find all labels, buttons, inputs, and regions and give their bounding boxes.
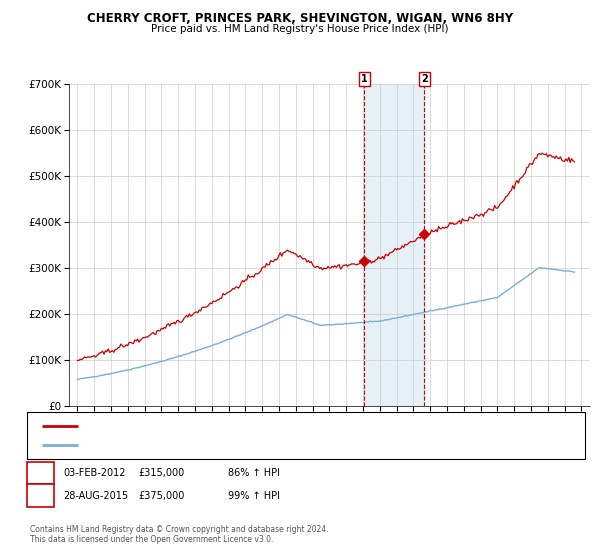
Text: CHERRY CROFT, PRINCES PARK, SHEVINGTON, WIGAN, WN6 8HY (detached house): CHERRY CROFT, PRINCES PARK, SHEVINGTON, … [84, 422, 431, 431]
Text: 86% ↑ HPI: 86% ↑ HPI [228, 468, 280, 478]
Text: 99% ↑ HPI: 99% ↑ HPI [228, 491, 280, 501]
Text: £375,000: £375,000 [138, 491, 184, 501]
Text: 2: 2 [421, 74, 428, 84]
Text: 03-FEB-2012: 03-FEB-2012 [63, 468, 125, 478]
Text: 2: 2 [37, 491, 44, 501]
Text: Price paid vs. HM Land Registry's House Price Index (HPI): Price paid vs. HM Land Registry's House … [151, 24, 449, 34]
Text: This data is licensed under the Open Government Licence v3.0.: This data is licensed under the Open Gov… [30, 535, 274, 544]
Text: CHERRY CROFT, PRINCES PARK, SHEVINGTON, WIGAN, WN6 8HY: CHERRY CROFT, PRINCES PARK, SHEVINGTON, … [87, 12, 513, 25]
Bar [364, 84, 424, 406]
Text: Contains HM Land Registry data © Crown copyright and database right 2024.: Contains HM Land Registry data © Crown c… [30, 525, 329, 534]
Text: 1: 1 [361, 74, 368, 84]
Text: £315,000: £315,000 [138, 468, 184, 478]
Text: 28-AUG-2015: 28-AUG-2015 [63, 491, 128, 501]
Text: HPI: Average price, detached house, Wigan: HPI: Average price, detached house, Wiga… [84, 440, 266, 449]
Text: 1: 1 [37, 468, 44, 478]
